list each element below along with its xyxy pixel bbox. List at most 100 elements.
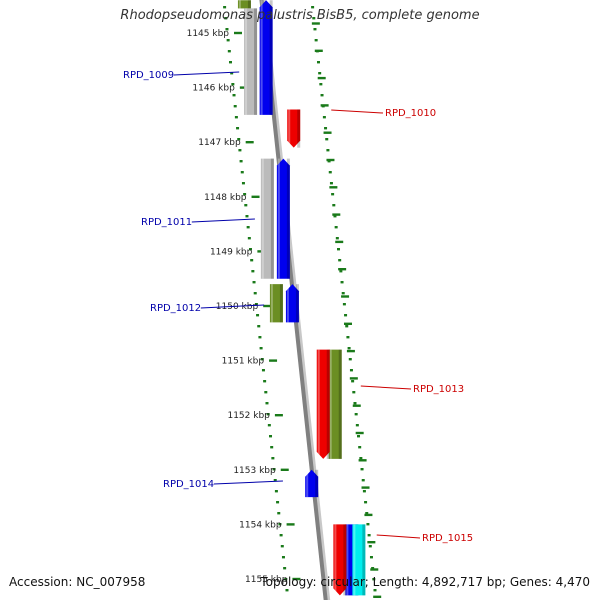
tick-ring-dash-right — [365, 512, 369, 515]
axis-tick-label: 1153 kbp — [233, 466, 276, 476]
tick-ring-dash-left — [279, 534, 283, 537]
tick-ring-major-dash — [332, 213, 341, 216]
tick-ring-dash-right — [333, 215, 337, 218]
gene-label-leader — [360, 385, 412, 390]
cog-layer — [237, 0, 366, 596]
tick-ring-dash-left — [277, 512, 281, 515]
gene-arrow-highlight — [277, 158, 280, 279]
gene-arrow-shade — [326, 349, 330, 459]
gene-label: RPD_1010 — [385, 108, 436, 119]
tick-ring-dash-left — [250, 259, 254, 262]
cog-feature-shade — [362, 524, 366, 596]
tick-ring-dash-right — [368, 545, 372, 548]
gene-arrow-shade — [286, 158, 290, 279]
tick-ring-dash-left — [231, 83, 235, 86]
cog-feature-highlight — [329, 349, 332, 459]
tick-ring-dash-left — [270, 446, 274, 449]
gene-label-leader — [200, 304, 265, 309]
gene-arrow-body — [285, 284, 299, 323]
gene-label: RPD_1013 — [413, 384, 464, 395]
axis-tick-label: 1155 kbp — [245, 575, 288, 585]
tick-ring-major-dash — [317, 76, 326, 80]
tick-ring-dash-right — [352, 391, 356, 394]
gene-arrow-highlight — [286, 284, 289, 323]
tick-ring-dash-right — [316, 61, 320, 64]
tick-ring-dash-left — [261, 369, 265, 372]
tick-ring-dash-left — [230, 72, 234, 75]
gene-arrow — [287, 109, 301, 148]
tick-ring-dash-left — [245, 215, 249, 218]
cog-feature — [328, 349, 342, 459]
tick-ring-dash-left — [284, 578, 288, 581]
tick-ring-dash-left — [252, 281, 256, 284]
cog-feature-highlight — [238, 0, 241, 9]
gene-label: RPD_1009 — [123, 70, 174, 81]
axis-tick-mark — [280, 468, 289, 471]
tick-ring-major-dash — [314, 49, 323, 52]
tick-ring-major-dash — [373, 595, 382, 598]
gene-arrow-shade — [297, 109, 301, 148]
tick-ring-dash-right — [367, 534, 371, 537]
axis-tick-mark — [234, 31, 242, 35]
gene-label: RPD_1014 — [163, 479, 214, 490]
tick-ring-dash-right — [314, 39, 318, 42]
tick-ring-major-dash — [320, 104, 329, 107]
tick-ring-dash-right — [349, 369, 353, 372]
tick-ring-dash-left — [274, 490, 278, 493]
tick-ring-dash-right — [371, 567, 375, 570]
tick-ring-dash-right — [325, 138, 329, 141]
tick-ring-dash-left — [241, 182, 245, 185]
axis-tick-mark — [245, 141, 254, 144]
gene-arrow-shade — [315, 469, 319, 498]
tick-ring-major-dash — [364, 513, 373, 517]
axis-tick-mark — [269, 359, 278, 362]
gene-arrow-highlight — [260, 0, 263, 115]
tick-ring-major-dash — [338, 268, 347, 271]
tick-ring-dash-right — [319, 83, 323, 86]
tick-ring-dash-left — [239, 160, 243, 163]
axis-tick-mark — [292, 577, 301, 581]
tick-ring-dash-right — [326, 149, 330, 152]
tick-ring-dash-left — [232, 94, 236, 97]
tick-ring-dash-right — [337, 248, 341, 251]
tick-ring-dash-left — [266, 413, 270, 416]
cog-feature-highlight — [261, 158, 264, 279]
accession-text: Accession: NC_007958 — [9, 575, 146, 589]
tick-ring-dash-right — [361, 479, 365, 482]
cog-feature-highlight — [270, 284, 273, 323]
tick-ring-dash-left — [253, 292, 257, 295]
tick-ring-dash-right — [354, 413, 358, 416]
tick-ring-dash-right — [338, 259, 342, 262]
tick-ring-dash-right — [348, 358, 352, 361]
tick-ring-major-dash — [335, 240, 344, 244]
axis-tick-mark — [263, 304, 272, 308]
tick-ring-dash-left — [240, 171, 244, 174]
tick-ring-major-dash — [370, 568, 379, 571]
tick-ring-dash-left — [259, 347, 263, 350]
axis-tick-label: 1149 kbp — [210, 247, 253, 257]
tick-ring-dash-left — [271, 457, 275, 460]
axis-tick-label: 1147 kbp — [198, 138, 241, 148]
gene-arrow — [316, 349, 330, 459]
gene-label: RPD_1015 — [422, 533, 473, 544]
gene-label-leader — [331, 109, 384, 114]
genome-summary-text: Topology: circular; Length: 4,892,717 bp… — [260, 575, 590, 589]
axis-tick-label: 1145 kbp — [187, 29, 230, 39]
cog-feature — [244, 8, 258, 115]
tick-ring-dash-right — [351, 380, 355, 383]
tick-ring-major-dash — [343, 322, 352, 325]
tick-ring-dash-left — [234, 116, 238, 119]
axis-tick-mark — [251, 195, 260, 198]
cog-feature-shade — [254, 8, 258, 115]
cog-feature-body — [328, 349, 342, 459]
gene-arrow-shade — [343, 524, 347, 596]
tick-ring-dash-left — [223, 6, 227, 9]
tick-ring-dash-left — [267, 424, 271, 427]
tick-ring-dash-left — [285, 589, 289, 592]
cog-feature-shade — [270, 158, 274, 279]
gene-arrow-body — [316, 349, 330, 459]
tick-ring-dash-right — [358, 446, 362, 449]
tick-ring-dash-left — [258, 336, 262, 339]
axis-tick-label: 1146 kbp — [192, 84, 235, 94]
cog-feature-highlight — [245, 8, 248, 115]
